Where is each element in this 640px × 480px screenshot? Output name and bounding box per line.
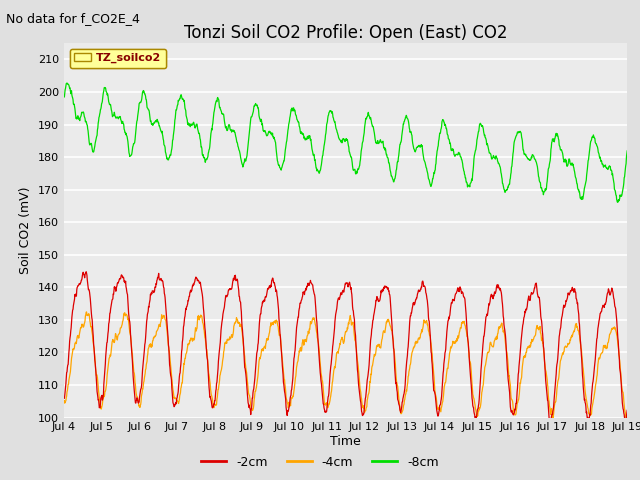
Y-axis label: Soil CO2 (mV): Soil CO2 (mV)	[19, 187, 33, 274]
X-axis label: Time: Time	[330, 435, 361, 448]
Legend: -2cm, -4cm, -8cm: -2cm, -4cm, -8cm	[196, 451, 444, 474]
Text: No data for f_CO2E_4: No data for f_CO2E_4	[6, 12, 140, 25]
Legend: TZ_soilco2: TZ_soilco2	[70, 49, 166, 68]
Title: Tonzi Soil CO2 Profile: Open (East) CO2: Tonzi Soil CO2 Profile: Open (East) CO2	[184, 24, 508, 42]
